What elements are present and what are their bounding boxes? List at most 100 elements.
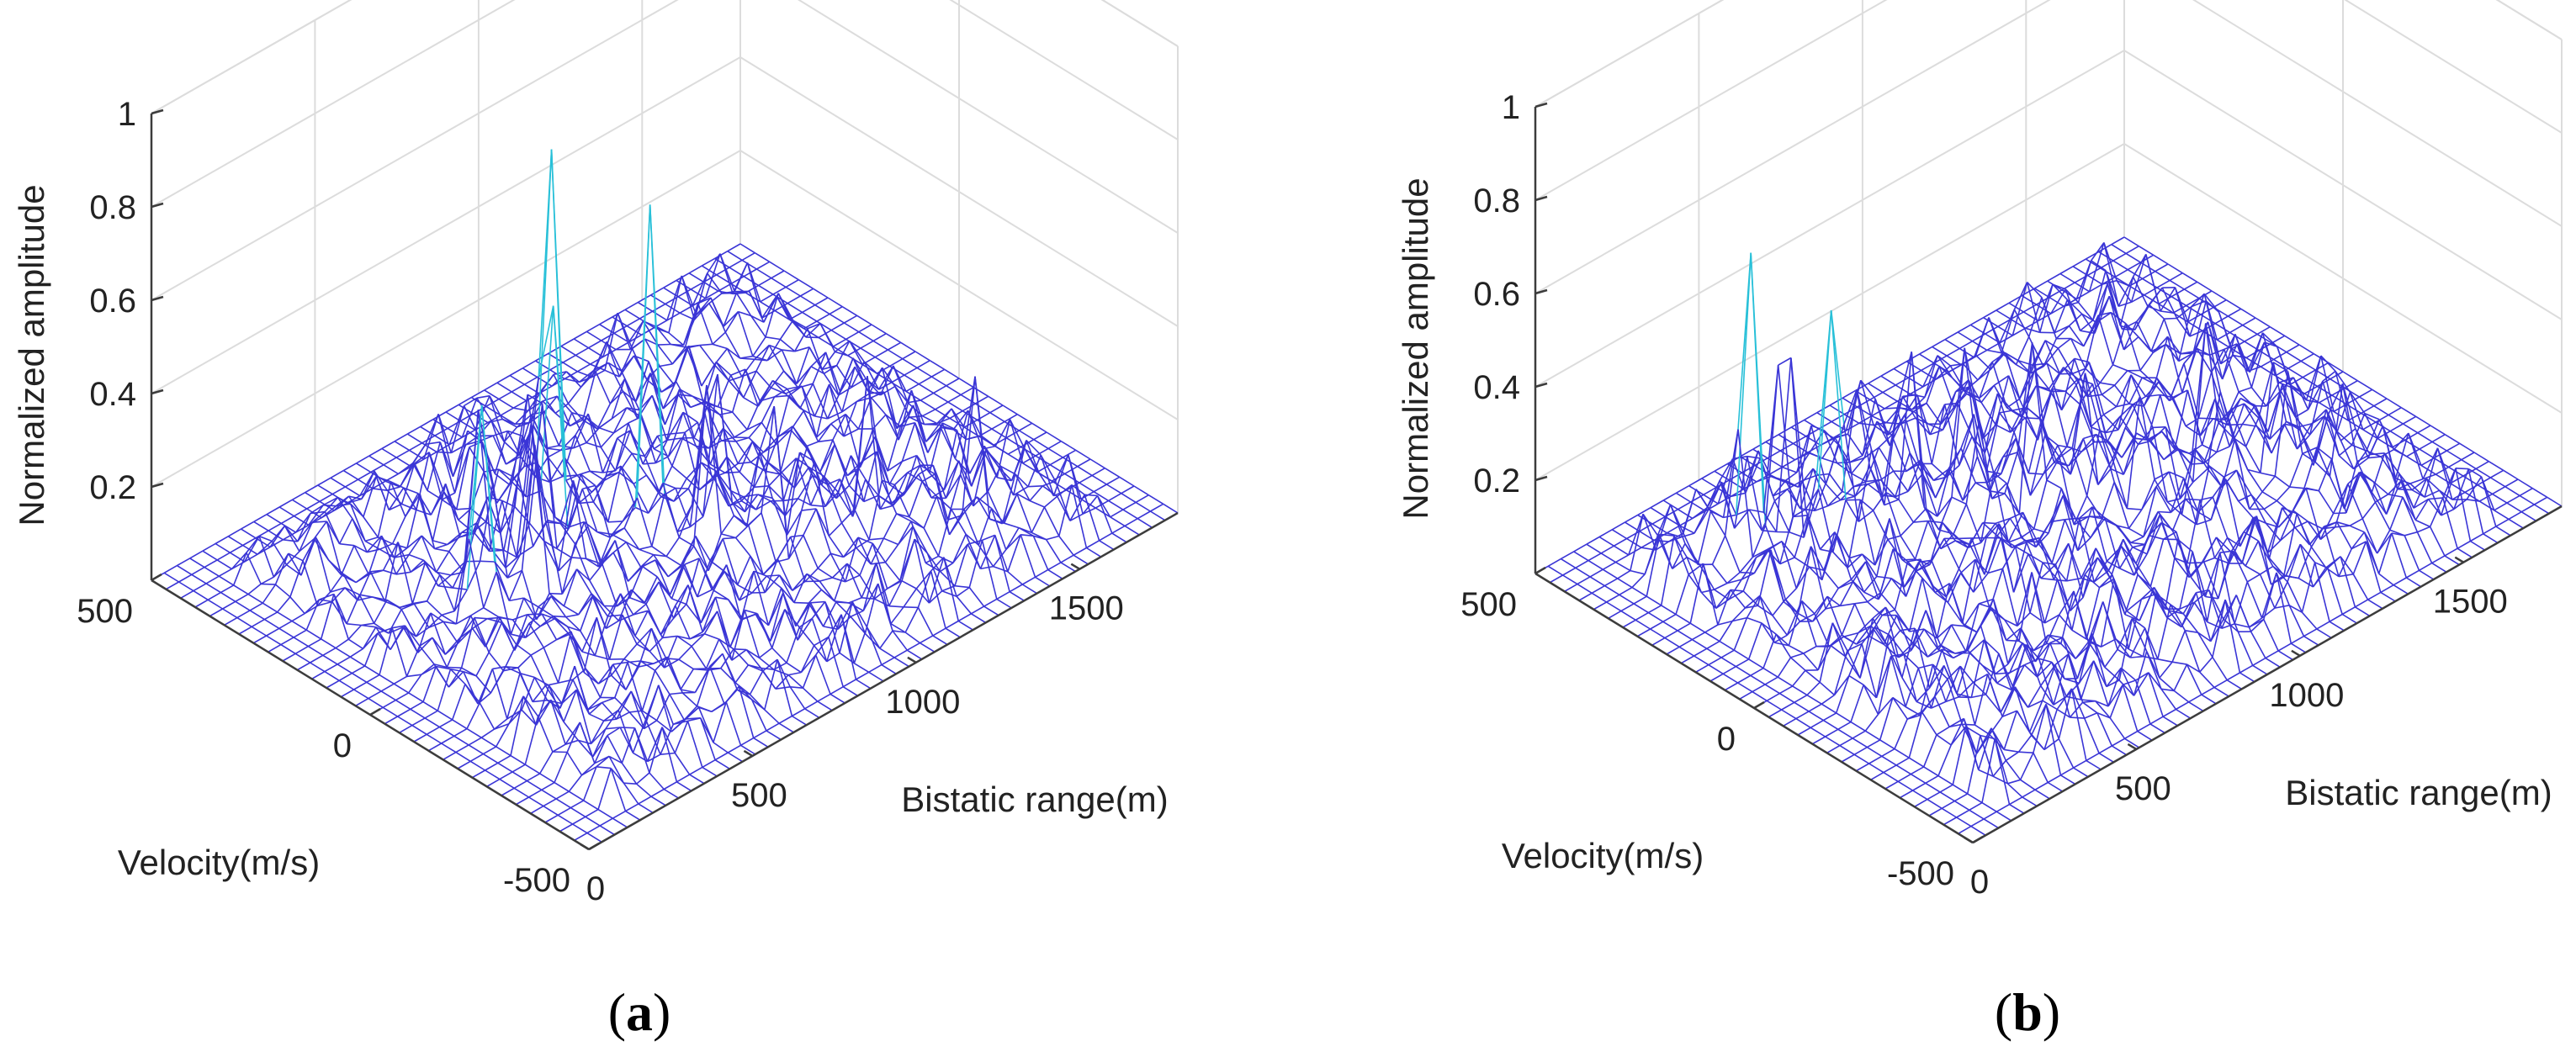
surface-edge (959, 376, 976, 475)
surface-edge (1841, 603, 1856, 636)
surface-edge (980, 435, 996, 447)
surface-edge (542, 395, 558, 402)
surface-edge (2417, 425, 2431, 434)
surface-edge (342, 573, 357, 584)
surface-edge (1911, 396, 1926, 410)
surface-edge (684, 558, 700, 565)
surface-edge (466, 727, 482, 738)
surface-edge (806, 446, 823, 486)
surface-edge (2112, 427, 2127, 459)
surface-edge (874, 357, 891, 367)
surface-edge (840, 522, 857, 548)
surface-edge (1849, 553, 1863, 559)
surface-edge (872, 414, 887, 430)
surface-edge (814, 383, 830, 417)
surface-edge (337, 656, 351, 665)
surface-edge (1611, 529, 1628, 540)
surface-edge (411, 724, 427, 735)
surface-edge (383, 457, 397, 466)
surface-edge (887, 426, 902, 472)
surface-edge (636, 627, 652, 645)
surface-edge (1832, 500, 1847, 552)
surface-edge (2057, 337, 2072, 349)
surface-edge (755, 268, 772, 279)
surface-edge (1969, 639, 1985, 653)
surface-edge (485, 405, 501, 416)
surface-edge (699, 717, 716, 760)
surface-edge (1792, 669, 1806, 687)
surface-edge (660, 380, 676, 393)
surface-edge (2300, 360, 2316, 371)
surface-edge (791, 715, 808, 726)
surface-edge (814, 461, 828, 485)
surface-edge (697, 560, 711, 598)
surface-edge (1836, 533, 1852, 580)
surface-edge (2040, 563, 2057, 579)
surface-edge (575, 354, 591, 365)
surface-edge (2116, 280, 2133, 303)
surface-edge (958, 378, 974, 389)
surface-edge (729, 610, 745, 648)
surface-edge (2154, 471, 2170, 480)
surface-edge (2158, 381, 2174, 399)
surface-edge (1786, 600, 1803, 636)
surface-edge (1591, 584, 1605, 594)
surface-edge (2146, 514, 2161, 555)
surface-edge (828, 522, 843, 537)
surface-edge (979, 535, 996, 569)
surface-edge (1651, 515, 1666, 525)
surface-edge (644, 576, 658, 604)
surface-edge (826, 614, 842, 662)
surface-edge (1812, 468, 1829, 507)
surface-edge (1611, 521, 1625, 531)
surface-edge (1020, 534, 1036, 578)
surface-edge (1817, 622, 1834, 671)
surface-edge (421, 665, 437, 675)
surface-edge (1772, 479, 1787, 497)
surface-edge (697, 589, 713, 598)
surface-edge (349, 503, 366, 542)
surface-edge (849, 340, 865, 362)
surface-edge (2089, 283, 2103, 293)
surface-edge (750, 315, 766, 338)
surface-edge (2083, 433, 2096, 440)
surface-edge (2060, 384, 2077, 411)
surface-edge (388, 609, 402, 634)
surface-edge (2178, 352, 2194, 362)
surface-edge (189, 558, 205, 568)
surface-edge (729, 489, 744, 498)
surface-edge (1811, 736, 1826, 745)
surface-edge (2044, 434, 2060, 458)
surface-edge (629, 430, 644, 465)
surface-edge (1719, 640, 1735, 651)
surface-edge (599, 316, 613, 325)
surface-edge (799, 295, 816, 306)
surface-edge (663, 636, 678, 669)
surface-edge (1953, 504, 1968, 535)
surface-edge (412, 443, 427, 464)
surface-edge (1937, 496, 1953, 517)
surface-edge (774, 394, 789, 398)
surface-edge (927, 422, 943, 453)
surface-edge (591, 728, 607, 758)
surface-edge (585, 668, 600, 685)
surface-edge (2152, 427, 2168, 502)
surface-edge (249, 602, 263, 611)
surface-edge (793, 574, 808, 603)
surface-edge (434, 547, 449, 552)
surface-edge (620, 727, 635, 729)
surface-edge (2048, 634, 2062, 645)
surface-edge (1831, 622, 1848, 652)
surface-edge (326, 521, 341, 545)
surface-edge (2227, 315, 2244, 326)
surface-edge (530, 647, 544, 656)
surface-edge (623, 497, 639, 529)
surface-edge (748, 525, 764, 575)
surface-edge (2096, 557, 2113, 576)
surface-edge (244, 553, 258, 563)
surface-edge (1999, 309, 2016, 344)
surface-edge (868, 367, 883, 394)
surface-edge (2203, 293, 2220, 313)
surface-edge (2110, 312, 2125, 351)
surface-edge (656, 436, 673, 467)
